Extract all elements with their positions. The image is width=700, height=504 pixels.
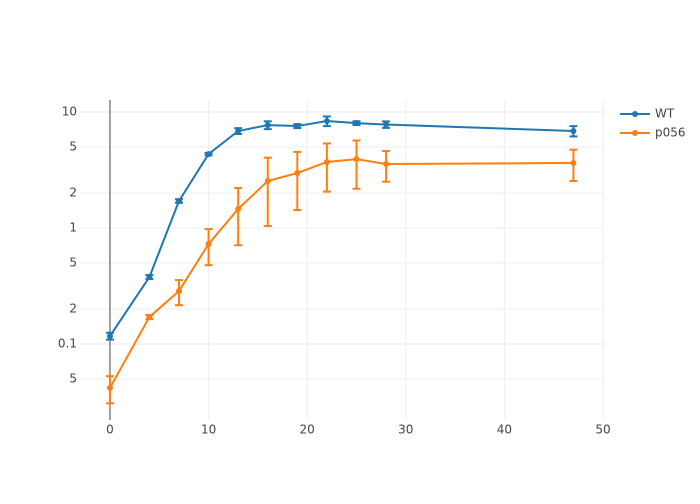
point — [294, 170, 301, 177]
y-tick-label: 1 — [69, 221, 77, 235]
x-tick-label: 50 — [595, 423, 610, 437]
point — [205, 151, 212, 158]
legend-label: WT — [655, 107, 675, 121]
point — [106, 333, 113, 340]
y-tick-label: 2 — [69, 302, 77, 316]
legend-marker — [632, 130, 638, 136]
y-tick-label: 5 — [69, 255, 77, 269]
point — [106, 384, 113, 391]
point — [175, 197, 182, 204]
error-bar — [204, 228, 213, 267]
x-tick-label: 30 — [398, 423, 413, 437]
point — [570, 128, 577, 135]
point — [383, 121, 390, 128]
error-bar — [263, 156, 272, 228]
x-tick-label: 40 — [497, 423, 512, 437]
error-bar — [322, 142, 331, 193]
y-tick-label: 5 — [69, 139, 77, 153]
point — [235, 205, 242, 212]
point — [146, 274, 153, 281]
error-bar — [234, 187, 243, 247]
x-tick-label: 20 — [300, 423, 315, 437]
point — [264, 122, 271, 129]
point — [146, 313, 153, 320]
point — [264, 178, 271, 185]
point — [570, 159, 577, 166]
point — [353, 156, 360, 163]
point — [175, 288, 182, 295]
point — [294, 123, 301, 130]
x-tick-label: 0 — [106, 423, 114, 437]
error-bar — [352, 139, 361, 190]
point — [323, 118, 330, 125]
legend-marker — [632, 111, 638, 117]
point — [235, 128, 242, 135]
legend-label: p056 — [655, 126, 686, 140]
x-tick-label: 10 — [201, 423, 216, 437]
y-tick-label: 10 — [62, 105, 77, 119]
point — [353, 120, 360, 127]
point — [383, 161, 390, 168]
y-tick-label: 5 — [69, 371, 77, 385]
y-tick-label: 2 — [69, 186, 77, 200]
point — [205, 240, 212, 247]
error-bar — [293, 150, 302, 211]
point — [323, 158, 330, 165]
y-tick-label: 0.1 — [58, 336, 77, 350]
